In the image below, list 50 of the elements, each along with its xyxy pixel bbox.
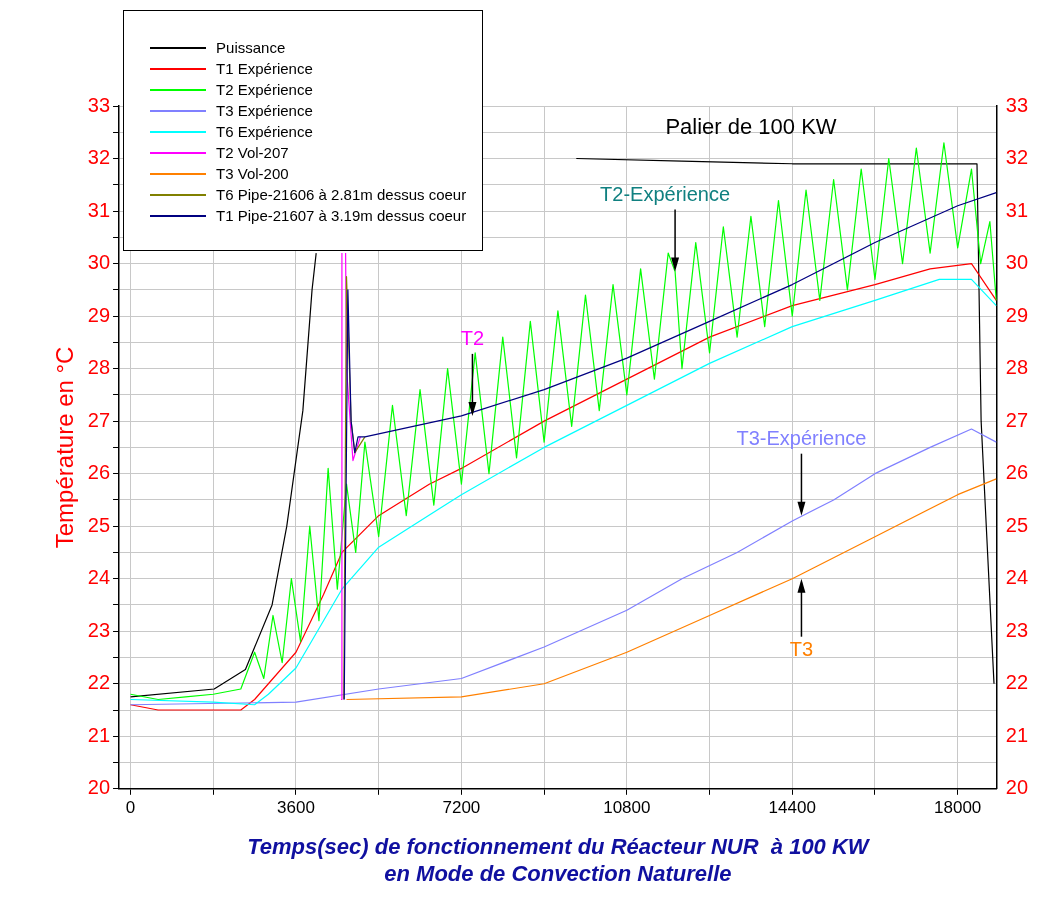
y2-tick-label: 21 [1005, 723, 1028, 746]
y2-tick-label: 31 [1005, 198, 1028, 221]
x-tick-label: 14400 [768, 797, 816, 817]
x-axis-title: Temps(sec) de fonctionnement du Réacteur NUR à 100 KW en Mode de Convection Naturelle [247, 834, 871, 886]
annotation: T3-Expérience [736, 427, 867, 450]
y-tick-label: 23 [87, 618, 111, 641]
y2-tick-label: 24 [1005, 566, 1028, 589]
annotation: Palier de 100 KW [665, 114, 837, 140]
y-tick-label: 31 [87, 198, 111, 221]
y-tick-label: 32 [87, 146, 111, 169]
legend-label: T2 Expérience [216, 80, 313, 100]
y-tick-label: 21 [87, 723, 111, 746]
y2-tick-label: 22 [1005, 671, 1028, 694]
y-tick-label: 22 [87, 671, 111, 694]
y2-tick-label: 23 [1005, 618, 1028, 641]
legend-label: T1 Expérience [216, 59, 313, 79]
y-tick-label: 33 [87, 93, 111, 116]
y2-tick-label: 30 [1005, 251, 1028, 274]
x-tick-label: 10800 [603, 797, 651, 817]
y-tick-label: 20 [87, 776, 111, 799]
x-tick-label: 7200 [442, 797, 481, 817]
legend-label: T1 Pipe-21607 à 3.19m dessus coeur [216, 206, 467, 226]
y2-tick-label: 32 [1005, 146, 1028, 169]
annotation: T2 [460, 327, 485, 350]
legend-label: Puissance [216, 38, 286, 58]
y2-tick-label: 26 [1005, 461, 1028, 484]
x-tick-label: 0 [125, 797, 136, 817]
y2-tick-label: 29 [1005, 303, 1028, 326]
y-axis-title: Température en °C [51, 346, 79, 549]
annotation: T3 [789, 638, 814, 661]
legend-label: T2 Vol-207 [216, 143, 289, 163]
legend-label: T3 Expérience [216, 101, 313, 121]
y-tick-label: 30 [87, 251, 111, 274]
y-tick-label: 29 [87, 303, 111, 326]
legend-label: T6 Pipe-21606 à 2.81m dessus coeur [216, 185, 467, 205]
x-tick-label: 3600 [277, 797, 315, 817]
y2-tick-label: 20 [1005, 776, 1028, 799]
y-tick-label: 28 [87, 356, 111, 379]
y2-tick-label: 25 [1005, 513, 1028, 536]
y2-tick-label: 28 [1005, 356, 1028, 379]
y-tick-label: 24 [87, 566, 111, 589]
y2-tick-label: 27 [1005, 408, 1028, 431]
x-tick-label: 18000 [934, 797, 982, 817]
y-tick-label: 27 [87, 408, 111, 431]
legend-label: T6 Expérience [216, 122, 313, 142]
y2-tick-label: 33 [1005, 93, 1028, 116]
annotation: T2-Expérience [600, 182, 731, 205]
legend-label: T3 Vol-200 [216, 164, 289, 184]
y-tick-label: 25 [87, 513, 111, 536]
y-tick-label: 26 [87, 461, 111, 484]
